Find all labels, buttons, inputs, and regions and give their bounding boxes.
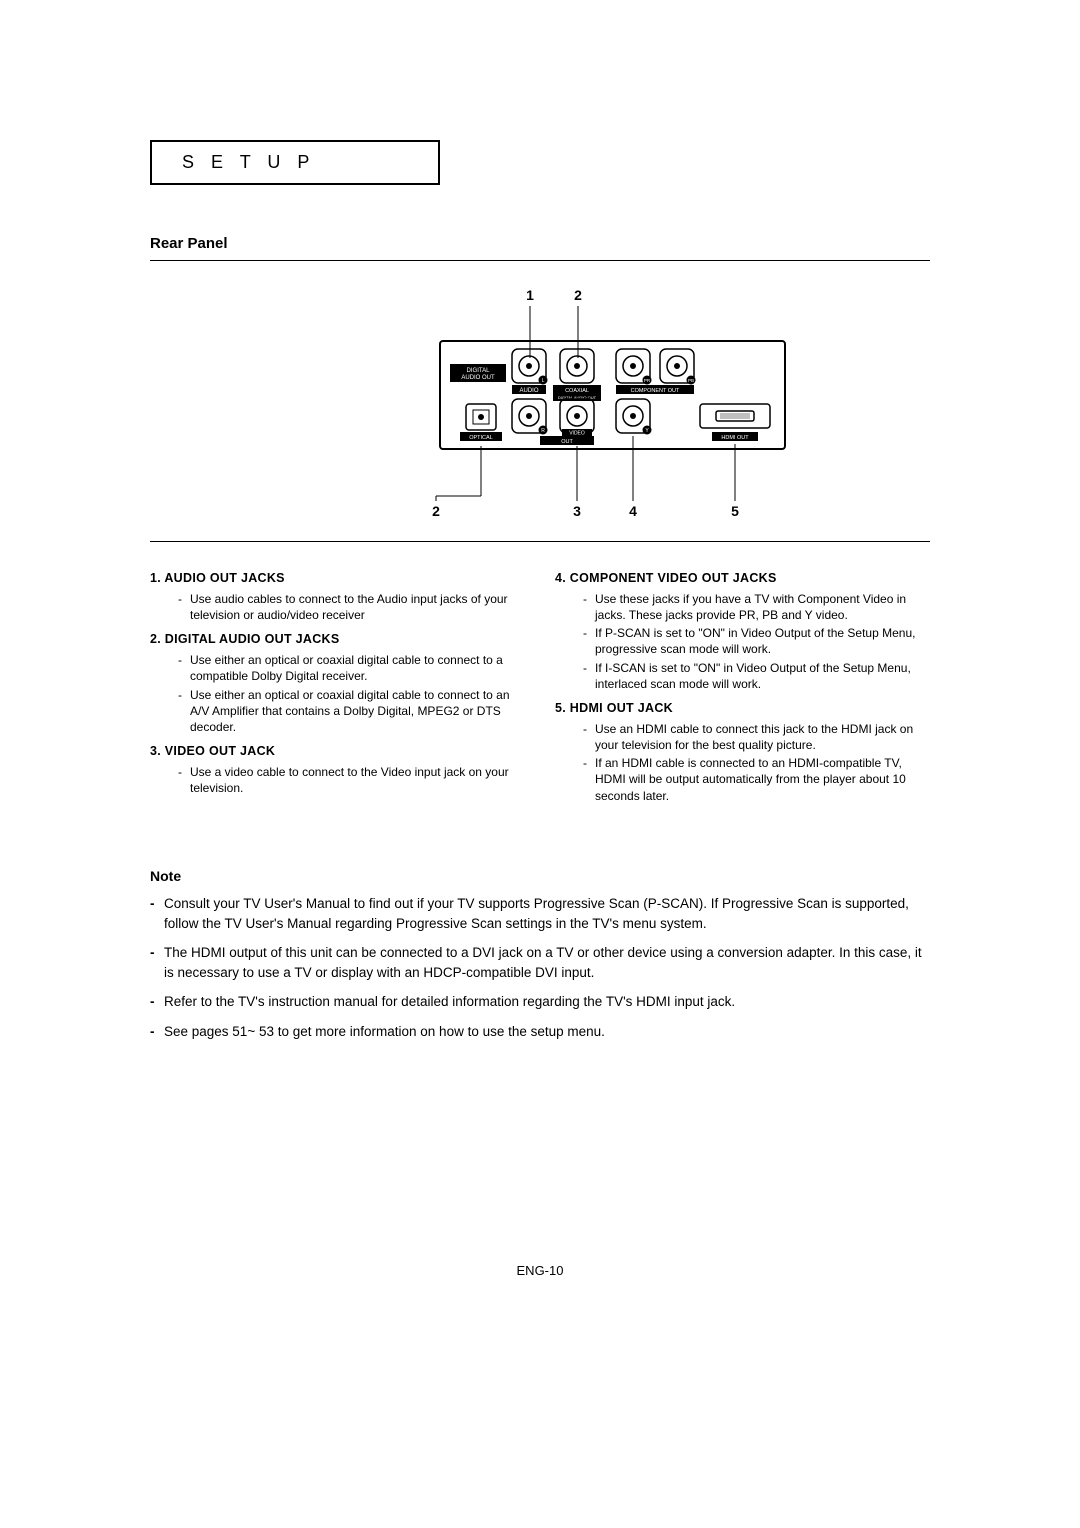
jack-item-head: 5. HDMI OUT JACK [555,700,930,717]
setup-title: S E T U P [182,152,315,172]
jack-bullet: Use either an optical or coaxial digital… [178,687,525,736]
callout-5: 5 [731,503,739,519]
callout-1: 1 [526,287,534,303]
label-optical: OPTICAL [469,435,493,441]
jack-bullet: Use audio cables to connect to the Audio… [178,591,525,623]
label-hdmi: HDMI OUT [721,435,749,441]
divider-2 [150,541,930,542]
svg-text:PR: PR [644,378,651,383]
label-coaxial: COAXIAL [565,388,589,394]
callout-2-top: 2 [574,287,582,303]
jack-bullet: Use these jacks if you have a TV with Co… [583,591,930,623]
jack-bullet: If I-SCAN is set to "ON" in Video Output… [583,660,930,692]
jack-bullets: Use a video cable to connect to the Vide… [150,764,525,796]
note-item: The HDMI output of this unit can be conn… [150,943,930,982]
jack-item-head: 2. DIGITAL AUDIO OUT JACKS [150,631,525,648]
jack-bullets: Use audio cables to connect to the Audio… [150,591,525,623]
jack-bullets: Use an HDMI cable to connect this jack t… [555,721,930,804]
setup-title-box: S E T U P [150,140,440,185]
jack-bullet: If P-SCAN is set to "ON" in Video Output… [583,625,930,657]
callout-4: 4 [629,503,637,519]
note-heading: Note [150,866,930,886]
jack-item-head: 3. VIDEO OUT JACK [150,743,525,760]
label-audio: AUDIO [519,388,538,394]
label-component: COMPONENT OUT [631,388,680,394]
callout-3: 3 [573,503,581,519]
jack-bullet: Use either an optical or coaxial digital… [178,652,525,684]
svg-text:R: R [541,428,545,434]
divider [150,260,930,261]
label-out: OUT [561,439,573,445]
svg-text:PB: PB [688,378,694,383]
note-section: Note Consult your TV User's Manual to fi… [150,866,930,1042]
svg-text:VIDEO: VIDEO [569,431,585,437]
note-item: Refer to the TV's instruction manual for… [150,992,930,1012]
rear-panel-heading: Rear Panel [150,235,930,252]
jack-bullet: Use an HDMI cable to connect this jack t… [583,721,930,753]
jack-item-head: 1. AUDIO OUT JACKS [150,570,525,587]
note-list: Consult your TV User's Manual to find ou… [150,894,930,1041]
note-item: Consult your TV User's Manual to find ou… [150,894,930,933]
label-audio-out: AUDIO OUT [461,375,495,381]
left-column: 1. AUDIO OUT JACKS Use audio cables to co… [150,562,525,806]
jack-descriptions: 1. AUDIO OUT JACKS Use audio cables to co… [150,562,930,806]
rear-panel-diagram: 1 2 DIGITAL AUDIO OUT L AUDIO [150,286,930,531]
jack-bullets: Use these jacks if you have a TV with Co… [555,591,930,692]
note-item: See pages 51~ 53 to get more information… [150,1022,930,1042]
callout-2-bottom: 2 [432,503,440,519]
jack-bullet: If an HDMI cable is connected to an HDMI… [583,755,930,804]
label-digital: DIGITAL [467,368,491,374]
jack-bullet: Use a video cable to connect to the Vide… [178,764,525,796]
right-column: 4. COMPONENT VIDEO OUT JACKS Use these ja… [555,562,930,806]
jack-bullets: Use either an optical or coaxial digital… [150,652,525,735]
svg-text:L: L [542,378,545,384]
page-number: ENG-10 [0,1263,1080,1278]
jack-item-head: 4. COMPONENT VIDEO OUT JACKS [555,570,930,587]
